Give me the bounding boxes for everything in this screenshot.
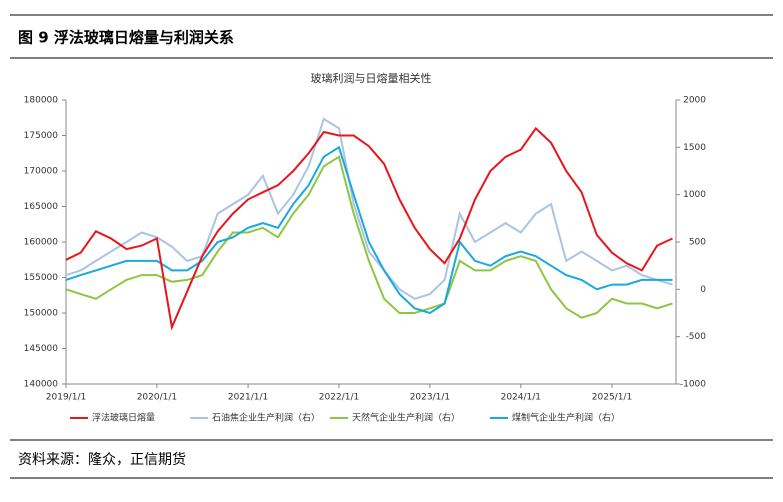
series-line (65, 145, 673, 315)
y-tick-label: 150000 (24, 309, 59, 319)
series-line (65, 155, 673, 319)
page-title: 图 9 浮法玻璃日熔量与利润关系 (18, 29, 234, 47)
series-line (65, 126, 673, 331)
legend-label: 天然气企业生产利润（右） (352, 412, 460, 424)
y-tick-label: 165000 (24, 202, 59, 212)
x-tick-label: 2022/1/1 (319, 393, 359, 403)
chart-title: 玻璃利润与日熔量相关性 (311, 71, 432, 85)
legend-label: 石油焦企业生产利润（右） (212, 412, 320, 424)
y-tick-label: 160000 (24, 238, 59, 248)
y-tick-label: 180000 (24, 96, 59, 106)
y2-tick-label: 500 (689, 238, 706, 248)
y-tick-label: 155000 (24, 273, 59, 283)
y2-tick-label: -500 (686, 332, 707, 342)
x-tick-label: 2019/1/1 (46, 393, 86, 403)
y2-tick-label: 1000 (683, 190, 706, 200)
y2-tick-label: -1000 (680, 380, 706, 390)
x-tick-label: 2021/1/1 (228, 393, 268, 403)
y2-tick-label: 2000 (683, 96, 706, 106)
x-tick-label: 2023/1/1 (410, 393, 450, 403)
legend-label: 煤制气企业生产利润（右） (512, 412, 620, 424)
x-tick-label: 2025/1/1 (592, 393, 632, 403)
x-tick-label: 2020/1/1 (137, 393, 177, 403)
y2-tick-label: 0 (700, 285, 706, 295)
y-tick-label: 175000 (24, 131, 59, 141)
source: 资料来源：隆众，正信期货 (18, 451, 186, 468)
y2-tick-label: 1500 (683, 143, 706, 153)
y-tick-label: 145000 (24, 344, 59, 354)
series-line (65, 117, 673, 300)
y-tick-label: 140000 (24, 380, 59, 390)
x-tick-label: 2024/1/1 (501, 393, 541, 403)
y-tick-label: 170000 (24, 167, 59, 177)
legend-label: 浮法玻璃日熔量 (92, 412, 155, 424)
